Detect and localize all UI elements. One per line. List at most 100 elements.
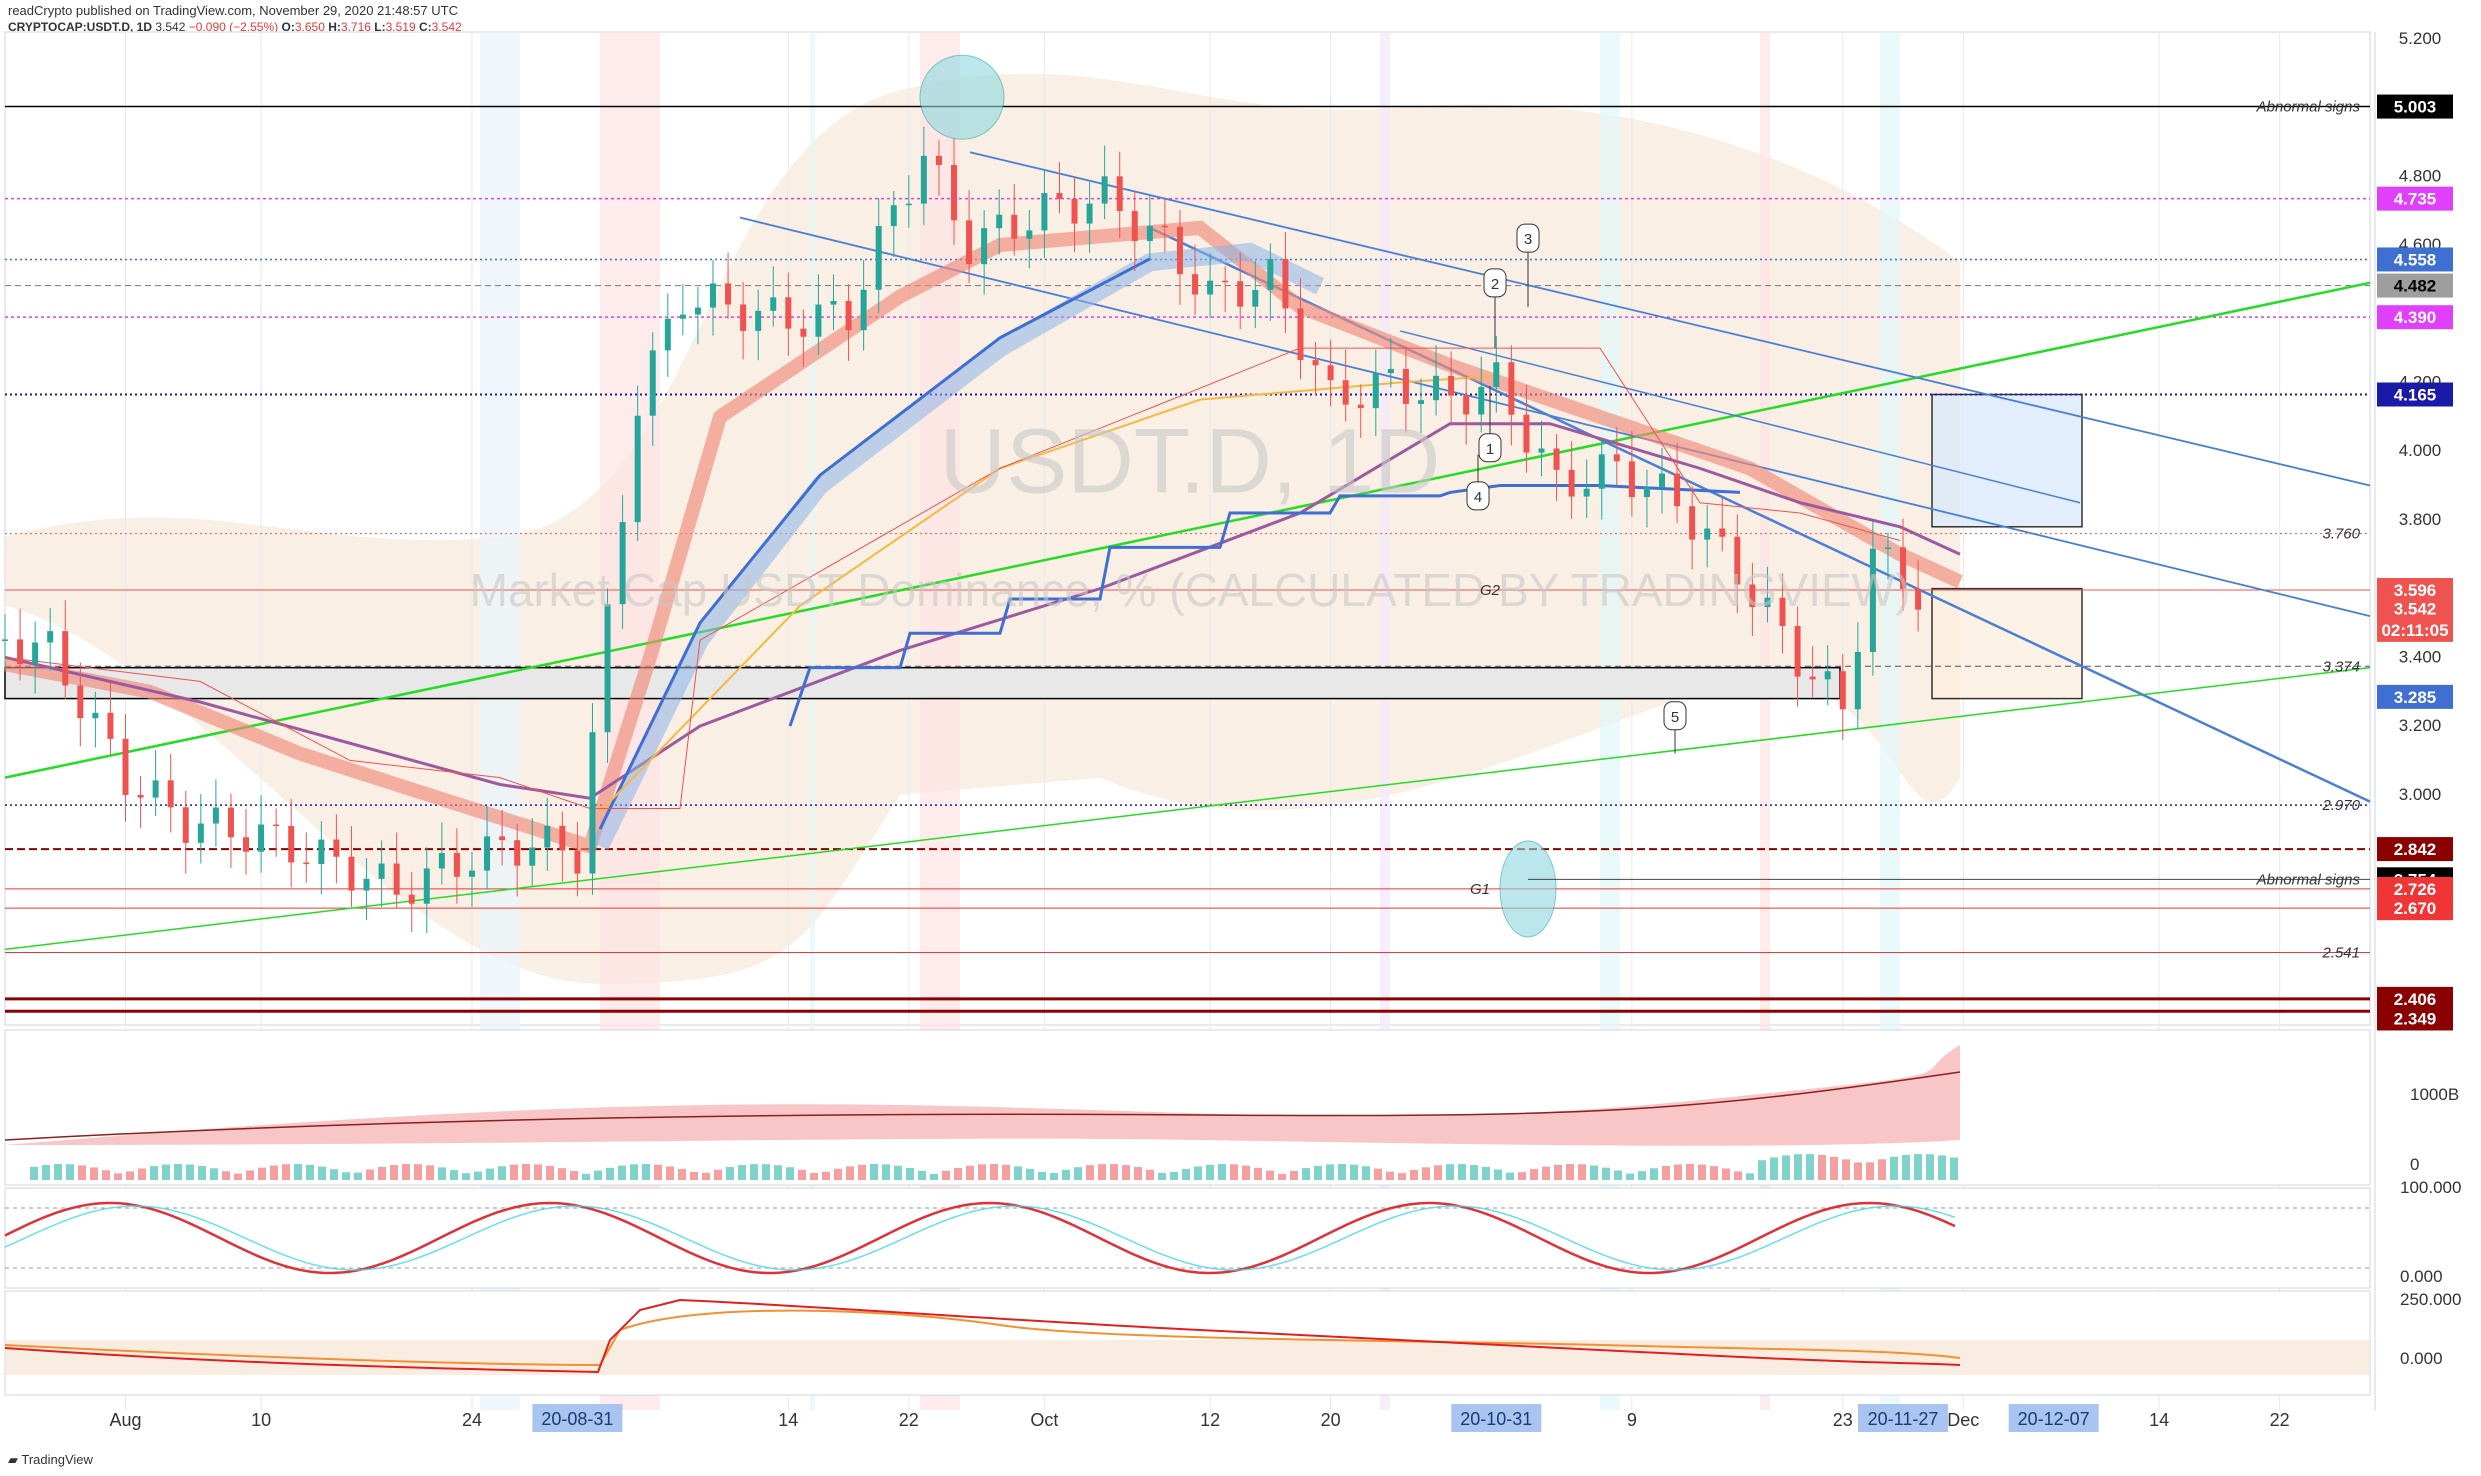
candle-body — [92, 712, 99, 719]
candle-body — [1854, 651, 1861, 710]
volume-bar — [786, 1167, 794, 1180]
price-tick: 4.000 — [2399, 441, 2442, 460]
volume-bar — [1866, 1162, 1874, 1180]
volume-bar — [1842, 1159, 1850, 1180]
volume-bar — [1218, 1164, 1226, 1180]
price-label-bg — [2377, 273, 2453, 298]
price-tick: 3.000 — [2399, 785, 2442, 804]
sub-pane-frame — [4, 1187, 2371, 1289]
callout-badge — [1483, 268, 1507, 298]
candle-body — [1628, 461, 1635, 498]
time-highlight-label: 20-12-07 — [2018, 1409, 2090, 1429]
candle-body — [1869, 548, 1876, 652]
chart-annotation: Abnormal signs — [2256, 871, 2361, 888]
volume-bar — [1686, 1164, 1694, 1180]
time-tick: 22 — [899, 1410, 919, 1430]
target-box-upper — [1931, 393, 2083, 528]
volume-bar — [1254, 1167, 1262, 1180]
volume-bar — [1626, 1173, 1634, 1180]
blue-channel-mid — [739, 216, 2371, 617]
candle-body — [559, 825, 566, 851]
highlight-circle-top — [919, 54, 1005, 140]
candle-body — [725, 283, 732, 305]
callout-label: 4 — [1474, 489, 1482, 506]
candle-body — [1508, 362, 1515, 415]
highlight-circle-g1 — [1499, 840, 1557, 938]
candle-body — [1192, 274, 1199, 295]
blue-channel-top — [969, 151, 2371, 487]
price-label-bg — [2377, 617, 2453, 642]
volume-bar — [1434, 1165, 1442, 1180]
volume-axis-label: 0 — [2410, 1155, 2419, 1174]
time-highlight-bg — [1858, 1404, 1949, 1432]
osc-axis-label: 250.000 — [2400, 1290, 2461, 1309]
candle-body — [1523, 414, 1530, 453]
volume-bar — [954, 1167, 962, 1180]
volume-bar — [810, 1173, 818, 1180]
sma-purple — [4, 422, 1961, 800]
time-tick: 12 — [1200, 1410, 1220, 1430]
volume-bar — [1938, 1155, 1946, 1180]
close-value: 3.542 — [431, 20, 462, 34]
time-tick: Dec — [1947, 1410, 1979, 1430]
candle-body — [800, 328, 807, 337]
price-label: 2.349 — [2394, 1009, 2437, 1028]
price-label: 3.596 — [2394, 581, 2437, 600]
candle-body — [996, 214, 1003, 229]
step-line-blue — [788, 484, 1741, 727]
candle-body — [1719, 528, 1726, 537]
price-label-bg — [2377, 382, 2453, 407]
ema-ribbon-red — [3, 220, 1963, 856]
time-tick: 14 — [2149, 1410, 2169, 1430]
candle-body — [1704, 528, 1711, 540]
symbol[interactable]: CRYPTOCAP:USDT.D, 1D — [8, 20, 153, 34]
candle-body — [1237, 281, 1244, 307]
osc-axis-label: 0.000 — [2400, 1349, 2443, 1368]
volume-bar — [486, 1168, 494, 1180]
volume-bar — [1518, 1172, 1526, 1180]
volume-bar — [330, 1169, 338, 1180]
time-tick: 14 — [778, 1410, 798, 1430]
volume-bar — [1758, 1160, 1766, 1180]
volume-bar — [1050, 1172, 1058, 1180]
volume-bar — [1374, 1168, 1382, 1180]
volume-bar — [1230, 1164, 1238, 1180]
highlight-band — [1380, 32, 1390, 1410]
price-tick: 5.200 — [2399, 29, 2442, 48]
green-trendline-lower — [4, 666, 2371, 951]
chart-annotation: Abnormal signs — [2256, 99, 2361, 116]
volume-bar — [366, 1169, 374, 1180]
blue-channel-short — [1399, 330, 2081, 504]
high-value: 3.716 — [340, 20, 371, 34]
candle-body — [1297, 308, 1304, 361]
volume-ma — [4, 1071, 1961, 1141]
candle-body — [333, 839, 340, 857]
volume-bar — [222, 1171, 230, 1180]
sub-pane-frame — [4, 1029, 2371, 1186]
volume-bar — [1314, 1165, 1322, 1180]
volume-bar — [1542, 1166, 1550, 1180]
candle-body — [1131, 211, 1138, 242]
candle-body — [1161, 225, 1168, 228]
candle-body — [499, 836, 506, 841]
volume-bar — [30, 1166, 38, 1180]
volume-bar — [390, 1165, 398, 1180]
stoch-axis-label: 100.000 — [2400, 1178, 2461, 1197]
volume-bar — [774, 1165, 782, 1180]
highlight-band — [810, 32, 815, 1410]
time-tick: Aug — [109, 1410, 141, 1430]
volume-bar — [1122, 1165, 1130, 1180]
stoch-line — [4, 1201, 1956, 1275]
candle-body — [1342, 380, 1349, 405]
price-label: 02:11:05 — [2381, 621, 2448, 640]
candle-body — [664, 318, 671, 351]
candle-body — [1041, 193, 1048, 231]
candle-body — [1583, 488, 1590, 497]
volume-bar — [1386, 1171, 1394, 1180]
candle-body — [484, 836, 491, 871]
time-tick: 22 — [2270, 1410, 2290, 1430]
price-label-bg — [2377, 1006, 2453, 1031]
volume-bar — [1590, 1165, 1598, 1180]
